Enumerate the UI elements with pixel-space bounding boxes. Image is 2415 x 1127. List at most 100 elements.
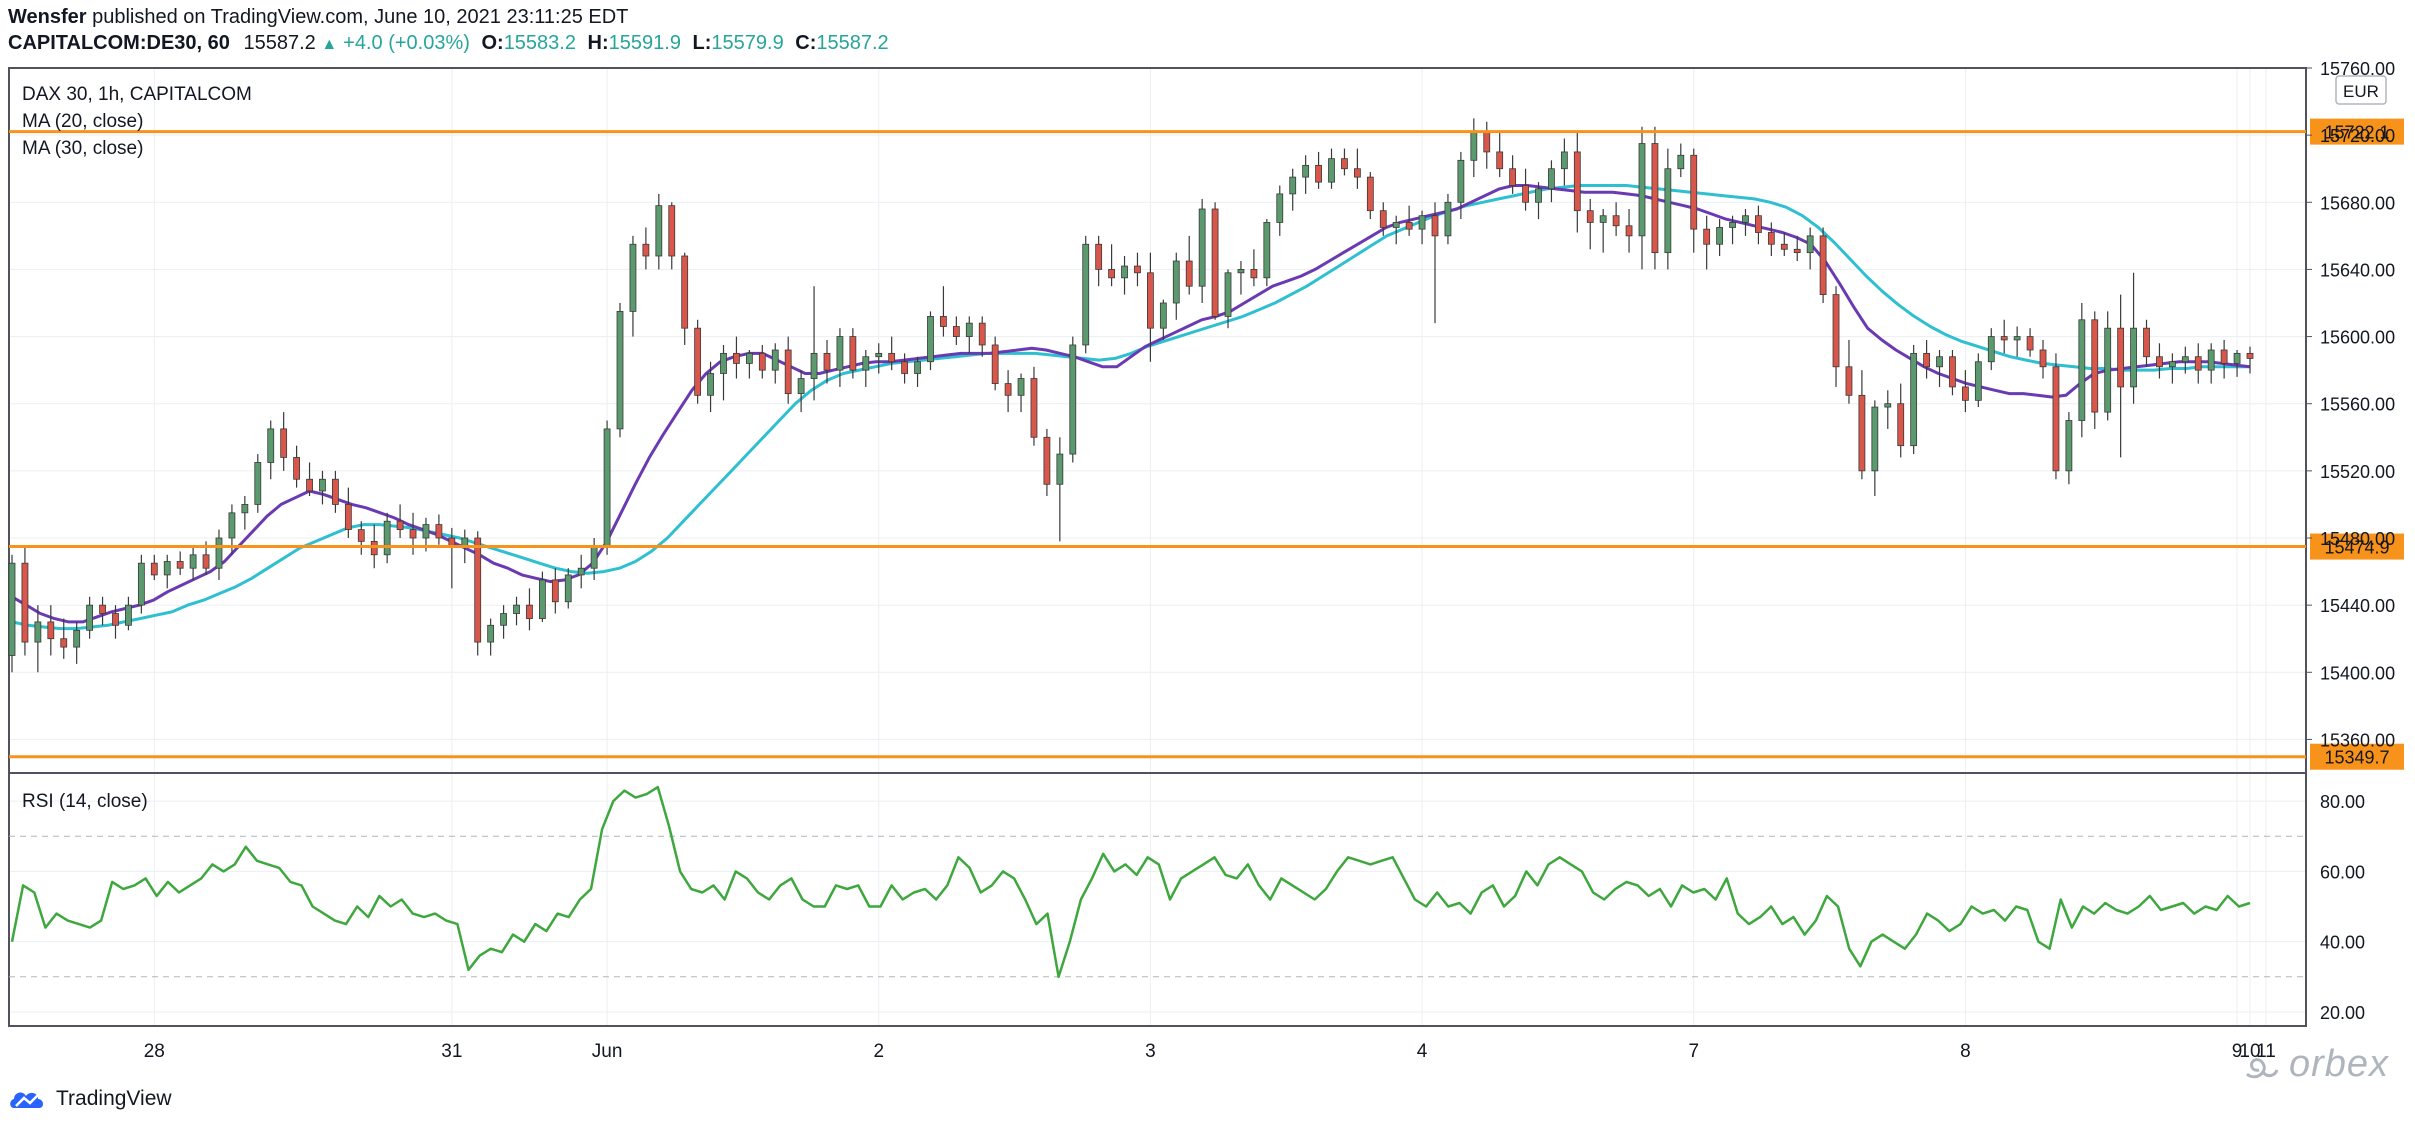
candle (862, 350, 870, 387)
candle (551, 568, 559, 614)
candle (1392, 215, 1400, 245)
candle (1341, 148, 1348, 176)
symbol-label: CAPITALCOM:DE30, 60 (8, 32, 230, 54)
candle-body (1198, 208, 1206, 287)
candle-body (487, 624, 495, 643)
rsi-tick-label: 80.00 (2320, 792, 2365, 812)
candle-body (940, 316, 947, 327)
candle-body (1108, 269, 1115, 279)
candle (344, 487, 352, 538)
price-axis[interactable]: 15360.00 15400.00 15440.00 15480.00 15520.00… (2306, 59, 2395, 1023)
candle-body (1043, 436, 1051, 485)
currency-box[interactable] (2335, 75, 2387, 105)
candle (86, 596, 94, 639)
candle-body (99, 604, 106, 614)
candle (1198, 198, 1206, 303)
candle (2091, 311, 2099, 429)
rsi-tick-label: 20.00 (2320, 1003, 2365, 1023)
price-tick-label: 15360.00 (2320, 730, 2395, 750)
candle (2220, 339, 2228, 379)
candle (34, 605, 42, 673)
candle-body (1017, 378, 1025, 396)
candle (849, 328, 857, 379)
legend-rsi: RSI (14, close) (22, 791, 148, 812)
candle-body (758, 352, 766, 371)
candle-body (1172, 260, 1180, 304)
candle-body (2026, 336, 2034, 351)
candle (215, 529, 223, 580)
candle (526, 588, 533, 631)
candle-body (862, 356, 870, 371)
price-tick-label: 15680.00 (2320, 193, 2395, 213)
candle-body (1095, 243, 1103, 270)
ma20-line (11, 184, 2251, 624)
candle (1470, 118, 1478, 178)
candle-body (2246, 352, 2254, 359)
candle-body (1315, 164, 1322, 183)
candle (771, 343, 779, 384)
candle-body (526, 604, 533, 619)
candle (1858, 370, 1866, 480)
candle-body (357, 529, 365, 542)
candle-body (513, 604, 520, 614)
candle-body (306, 478, 313, 492)
candle (1871, 400, 1879, 497)
candle-body (1586, 210, 1594, 223)
chart-header: Wensfer published on TradingView.com, Ju… (8, 4, 2398, 58)
candle (1250, 249, 1258, 287)
candle (655, 193, 663, 270)
candle (1457, 151, 1465, 220)
candle (1121, 256, 1128, 295)
candle-body (1806, 235, 1814, 254)
candle-body (603, 428, 611, 547)
candle (137, 554, 145, 614)
candle (2181, 346, 2189, 374)
candle-body (2207, 349, 2215, 371)
candle (991, 336, 999, 391)
watermark-text: orbex (2288, 1043, 2389, 1085)
candle-body (616, 310, 624, 430)
x-tick-label: 11 (2256, 1041, 2276, 1062)
candle-body (2220, 349, 2228, 364)
candle-body (435, 524, 443, 539)
tradingview-logo[interactable]: TradingView (8, 1084, 172, 1114)
ohlc-line: CAPITALCOM:DE30, 60 15587.2 ▲ +4.0 (+0.03… (8, 30, 2398, 58)
up-arrow-icon: ▲ (321, 36, 338, 53)
candle-body (1509, 168, 1517, 186)
candle-body (280, 428, 288, 458)
candle (1974, 353, 1982, 408)
candle (875, 343, 883, 374)
last-price: 15587.2 (243, 32, 316, 54)
candle (1496, 131, 1504, 178)
candle-body (1987, 336, 1995, 363)
candle-body (1871, 406, 1879, 472)
candle-body (694, 327, 702, 396)
orbex-watermark: orbex (2241, 1043, 2389, 1086)
candle-body (344, 504, 352, 531)
x-tick-label: 9 (2232, 1041, 2243, 1062)
candle-body (73, 629, 81, 648)
candle-body (1793, 248, 1801, 254)
low-label: L: (692, 32, 712, 54)
candle-body (1703, 228, 1711, 245)
candle-body (1780, 243, 1788, 250)
candle (836, 328, 844, 387)
candle (2013, 326, 2021, 357)
candle (319, 470, 326, 505)
candle-body (1548, 168, 1555, 190)
candle-body (745, 352, 753, 364)
candle-body (2130, 327, 2137, 388)
horizontal-levels[interactable]: 15722.1 15474.9 15349.7 (9, 118, 2404, 770)
candle-body (176, 561, 184, 569)
candles-series[interactable] (8, 118, 2254, 673)
candle-body (965, 322, 973, 337)
candle (1004, 370, 1012, 413)
candle (927, 311, 934, 371)
candle (1043, 428, 1051, 497)
candle-body (991, 344, 999, 384)
candle (112, 605, 119, 639)
author-name[interactable]: Wensfer (8, 6, 87, 28)
candle-body (228, 512, 236, 539)
